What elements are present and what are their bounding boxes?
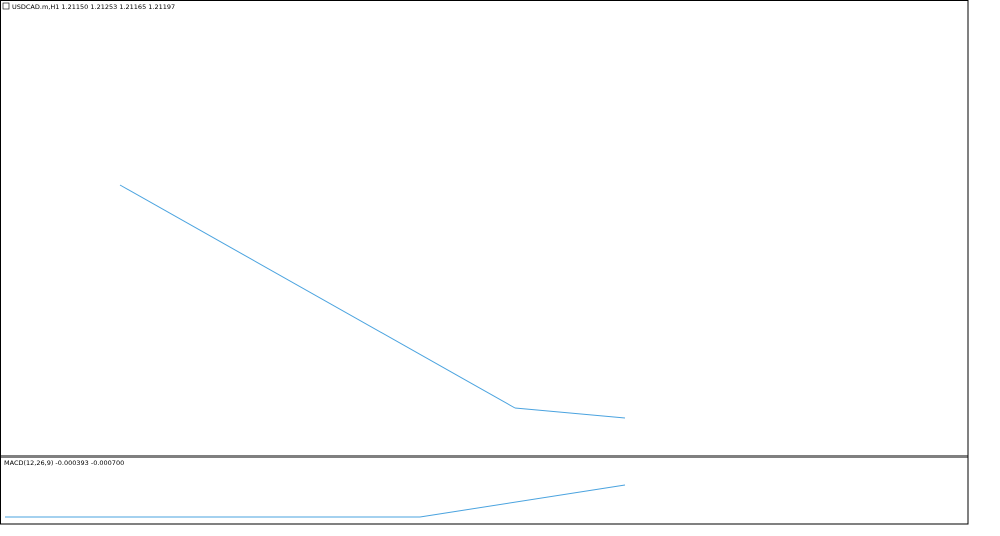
trend-line [514, 407, 626, 419]
symbol-icon [2, 2, 10, 10]
chart-title: USDCAD.m,H1 1.21150 1.21253 1.21165 1.21… [12, 3, 175, 11]
macd-trend-line [419, 484, 626, 518]
trend-line [119, 184, 516, 409]
macd-title: MACD(12,26,9) -0.000393 -0.000700 [4, 459, 124, 467]
plot-border [0, 0, 969, 525]
